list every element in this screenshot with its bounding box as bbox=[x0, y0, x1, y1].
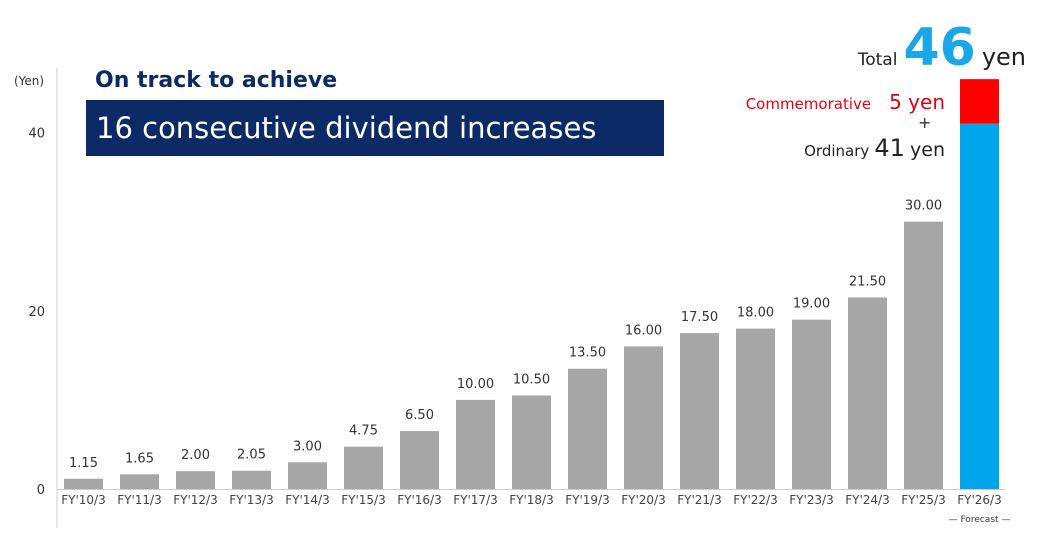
bar bbox=[680, 333, 719, 489]
bar bbox=[848, 297, 887, 489]
x-tick-label: FY'18/3 bbox=[509, 493, 553, 507]
total-value: 46 bbox=[903, 18, 976, 78]
data-label: 1.15 bbox=[69, 456, 98, 471]
chart-subtitle: On track to achieve bbox=[95, 68, 338, 93]
plus-sign: + bbox=[918, 113, 932, 132]
total-label: Total bbox=[857, 50, 898, 70]
total-unit: yen bbox=[981, 43, 1026, 71]
ordinary-callout: Ordinary 41 yen bbox=[804, 134, 945, 162]
data-label: 6.50 bbox=[405, 408, 434, 423]
y-tick-label: 40 bbox=[28, 127, 45, 142]
bar-forecast-ordinary bbox=[960, 123, 999, 489]
bar bbox=[568, 368, 607, 489]
x-tick-label: FY'20/3 bbox=[621, 493, 665, 507]
bar bbox=[904, 221, 943, 489]
commemorative-value: 5 yen bbox=[889, 90, 945, 114]
x-tick-label: FY'17/3 bbox=[453, 493, 497, 507]
x-tick-label: FY'25/3 bbox=[901, 493, 945, 507]
x-tick-label: FY'16/3 bbox=[397, 493, 441, 507]
data-label: 21.50 bbox=[849, 274, 886, 289]
x-tick-label: FY'21/3 bbox=[677, 493, 721, 507]
data-label: 30.00 bbox=[905, 199, 942, 214]
bar bbox=[792, 319, 831, 489]
y-tick-label: 0 bbox=[37, 483, 45, 498]
data-label: 2.05 bbox=[237, 448, 266, 463]
forecast-label: — Forecast — bbox=[949, 515, 1011, 525]
data-label: 18.00 bbox=[737, 306, 774, 321]
x-tick-label: FY'11/3 bbox=[117, 493, 161, 507]
data-label: 10.00 bbox=[457, 377, 494, 392]
chart-title-banner: 16 consecutive dividend increases bbox=[86, 100, 664, 156]
commemorative-label: Commemorative bbox=[745, 95, 872, 113]
ordinary-unit: yen bbox=[910, 139, 945, 161]
data-label: 1.65 bbox=[125, 451, 154, 466]
data-label: 13.50 bbox=[569, 346, 606, 361]
bar-forecast-commemorative bbox=[960, 79, 999, 124]
bar bbox=[288, 462, 327, 489]
ordinary-label: Ordinary bbox=[804, 142, 870, 160]
data-label: 19.00 bbox=[793, 297, 830, 312]
y-tick-label: 20 bbox=[28, 305, 45, 320]
bar bbox=[512, 395, 551, 489]
x-tick-label: FY'23/3 bbox=[789, 493, 833, 507]
x-tick-label: FY'19/3 bbox=[565, 493, 609, 507]
data-label: 4.75 bbox=[349, 424, 378, 439]
data-label: 17.50 bbox=[681, 310, 718, 325]
x-tick-label: FY'13/3 bbox=[229, 493, 273, 507]
data-label: 10.50 bbox=[513, 372, 550, 387]
data-label: 3.00 bbox=[293, 439, 322, 454]
bar bbox=[456, 399, 495, 489]
total-callout: Total 46 yen bbox=[858, 18, 1026, 78]
bar bbox=[64, 478, 103, 489]
x-tick-label: FY'15/3 bbox=[341, 493, 385, 507]
data-label: 16.00 bbox=[625, 323, 662, 338]
y-axis-unit-label: (Yen) bbox=[14, 74, 44, 88]
bar bbox=[120, 474, 159, 489]
x-tick-label: FY'24/3 bbox=[845, 493, 889, 507]
bar bbox=[176, 471, 215, 489]
ordinary-value: 41 bbox=[874, 134, 905, 162]
bar bbox=[232, 470, 271, 489]
x-tick-label: FY'12/3 bbox=[173, 493, 217, 507]
bar bbox=[400, 431, 439, 489]
x-tick-label: FY'22/3 bbox=[733, 493, 777, 507]
x-tick-label: FY'26/3 bbox=[957, 493, 1001, 507]
bar bbox=[736, 328, 775, 489]
commemorative-callout: Commemorative 5 yen bbox=[746, 90, 945, 114]
x-tick-label: FY'10/3 bbox=[61, 493, 105, 507]
data-label: 2.00 bbox=[181, 448, 210, 463]
x-tick-label: FY'14/3 bbox=[285, 493, 329, 507]
bar bbox=[624, 346, 663, 489]
bar bbox=[344, 446, 383, 489]
